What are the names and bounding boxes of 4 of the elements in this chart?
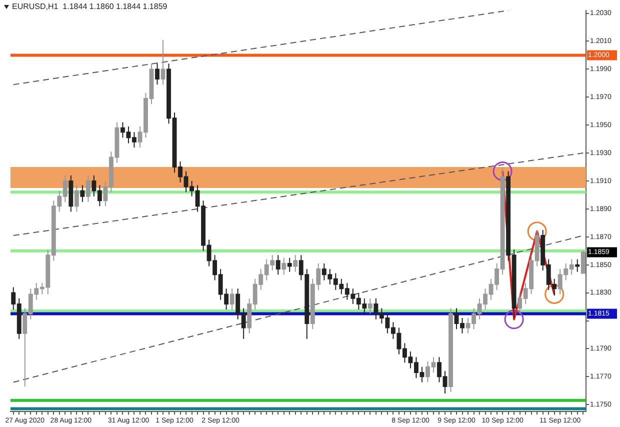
point (492, 161, 512, 181)
point (544, 284, 564, 304)
chart-title: EURUSD,H1 1.1844 1.1860 1.1844 1.1859 (12, 2, 168, 11)
point (504, 310, 524, 330)
